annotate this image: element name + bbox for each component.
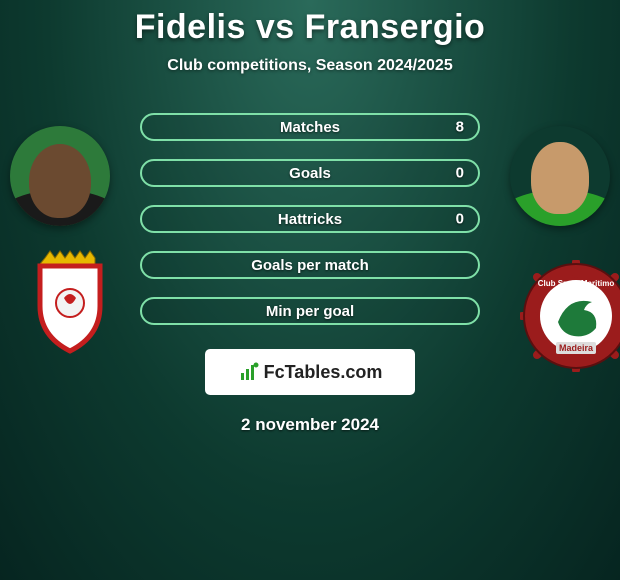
player-left-photo (10, 126, 110, 226)
stat-label: Hattricks (278, 211, 342, 228)
page-title: Fidelis vs Fransergio (0, 8, 620, 47)
subtitle: Club competitions, Season 2024/2025 (0, 57, 620, 75)
stat-row-min-per-goal: Min per goal (140, 297, 480, 325)
brand-text: FcTables.com (264, 362, 383, 383)
stat-value: 8 (456, 119, 464, 136)
stat-label: Goals per match (251, 257, 369, 274)
stats-list: Matches 8 Goals 0 Hattricks 0 Goals per … (140, 113, 480, 325)
stat-value: 0 (456, 165, 464, 182)
stat-row-matches: Matches 8 (140, 113, 480, 141)
stat-label: Goals (289, 165, 331, 182)
stat-row-goals: Goals 0 (140, 159, 480, 187)
brand-badge: FcTables.com (205, 349, 415, 395)
player-right-photo (510, 126, 610, 226)
right-club-label: Madeira (559, 343, 594, 353)
left-club-badge (20, 248, 120, 358)
stat-value: 0 (456, 211, 464, 228)
stat-label: Matches (280, 119, 340, 136)
svg-text:Club Sport Maritimo: Club Sport Maritimo (538, 279, 615, 288)
right-club-badge: Club Sport Maritimo Madeira (520, 260, 620, 370)
date-text: 2 november 2024 (0, 415, 620, 435)
stat-label: Min per goal (266, 303, 354, 320)
brand-icon (238, 361, 260, 383)
stat-row-goals-per-match: Goals per match (140, 251, 480, 279)
stat-row-hattricks: Hattricks 0 (140, 205, 480, 233)
